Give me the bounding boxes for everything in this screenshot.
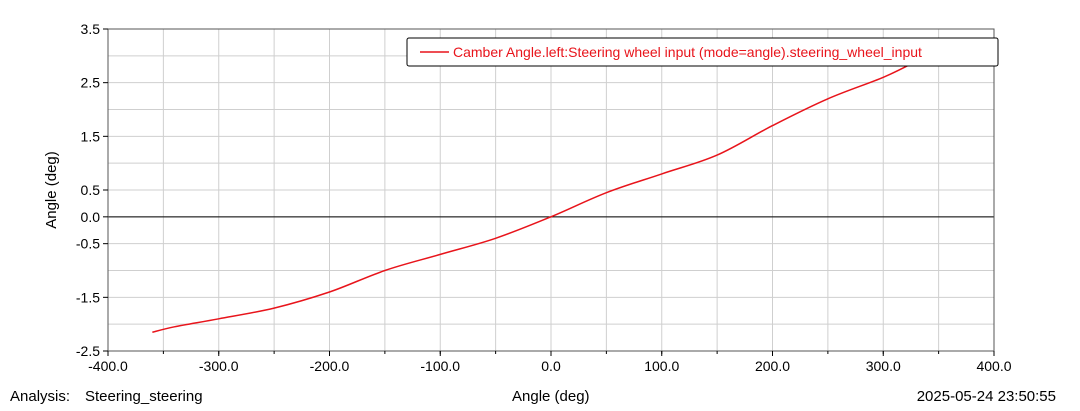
series-line (152, 60, 917, 333)
x-tick-label: -300.0 (199, 358, 239, 374)
x-tick-label: -200.0 (310, 358, 350, 374)
x-axis-label: Angle (deg) (512, 388, 590, 405)
y-tick-label: 0.0 (81, 209, 101, 225)
y-axis-label: Angle (deg) (43, 151, 60, 229)
analysis-label: Analysis: (10, 388, 71, 405)
x-tick-label: 0.0 (541, 358, 561, 374)
y-tick-label: -2.5 (76, 343, 100, 359)
x-tick-label: 400.0 (976, 358, 1011, 374)
x-tick-label: 100.0 (644, 358, 679, 374)
y-tick-label: -1.5 (76, 289, 100, 305)
x-tick-label: 200.0 (755, 358, 790, 374)
y-tick-label: 1.5 (81, 128, 101, 144)
y-tick-label: 3.5 (81, 21, 101, 37)
y-tick-label: -0.5 (76, 236, 100, 252)
legend-box (406, 37, 999, 67)
x-tick-label: 300.0 (866, 358, 901, 374)
y-tick-label: 2.5 (81, 75, 101, 91)
legend-label: Camber Angle.left:Steering wheel input (… (453, 44, 922, 60)
x-tick-label: -100.0 (420, 358, 460, 374)
y-tick-label: 0.5 (81, 182, 101, 198)
x-tick-label: -400.0 (88, 358, 128, 374)
timestamp: 2025-05-24 23:50:55 (916, 388, 1056, 405)
analysis-name: Steering_steering (85, 388, 203, 405)
